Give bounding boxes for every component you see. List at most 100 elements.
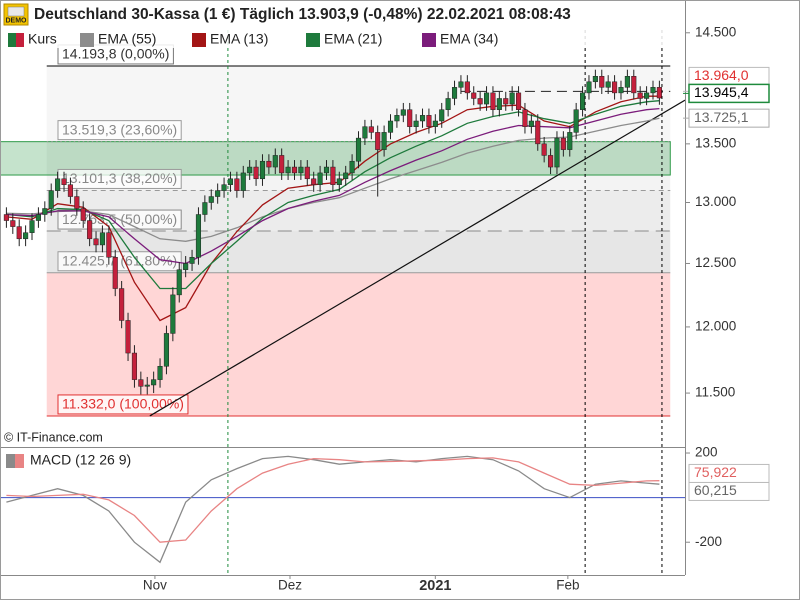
macd-line	[6, 455, 660, 564]
candle-body	[323, 166, 330, 174]
candle-body	[131, 352, 137, 380]
candle-body	[362, 126, 368, 139]
fib-label: 11.332,0 (100,00%)	[62, 396, 184, 412]
candle-body	[394, 115, 400, 122]
legend-icon	[80, 33, 94, 47]
fib-label: 13.101,3 (38,20%)	[62, 170, 177, 186]
candle-body	[215, 190, 221, 197]
legend-label: EMA (34)	[440, 31, 498, 47]
candle-body	[80, 208, 86, 221]
chart-title: Deutschland 30-Kassa (1 €) Täglich 13.90…	[34, 6, 571, 23]
candle-body	[221, 184, 227, 191]
candle-body	[163, 333, 169, 367]
candle-body	[99, 232, 105, 246]
candle-body	[311, 178, 317, 185]
y-tick-label: 13.500	[695, 135, 736, 150]
candle-body	[67, 184, 73, 197]
candle-body	[599, 76, 605, 88]
candle-body	[279, 155, 285, 174]
candle-body	[554, 137, 560, 168]
candle-body	[266, 160, 272, 168]
candle-body	[259, 160, 266, 180]
candle-body	[48, 190, 54, 209]
fib-label-box	[57, 251, 182, 272]
candle-body	[42, 208, 48, 215]
legend-icon	[8, 33, 16, 47]
candle-body	[580, 92, 586, 110]
candle-body	[439, 109, 445, 122]
legend-icon	[422, 33, 436, 47]
legend-icon	[192, 33, 206, 47]
value-label: 75,922	[694, 464, 737, 480]
header-background	[0, 0, 685, 30]
candle-body	[29, 220, 35, 233]
legend-icon	[16, 33, 24, 47]
legend-icon	[15, 454, 24, 468]
candle-body	[183, 263, 189, 270]
candle-body	[87, 220, 93, 240]
candle-body	[106, 232, 112, 258]
fib-label-box	[57, 120, 182, 141]
candle-body	[548, 155, 554, 168]
candle-body	[189, 257, 195, 264]
y-tick-label: 12.500	[695, 255, 736, 270]
candle-body	[631, 76, 637, 94]
candle-body	[400, 109, 406, 116]
legend-label: EMA (13)	[210, 31, 268, 47]
candle-body	[483, 92, 490, 105]
candle-body	[272, 155, 278, 168]
candle-body	[144, 384, 150, 387]
candle-body	[61, 178, 67, 185]
legend-icon	[6, 454, 15, 468]
candle-body	[355, 137, 362, 162]
candle-body	[637, 92, 643, 99]
y-tick-label: 11.500	[695, 385, 735, 400]
x-tick-label: Feb	[556, 578, 579, 593]
candle-body	[349, 160, 355, 174]
candle-body	[407, 109, 413, 127]
candle-body	[176, 269, 182, 296]
price-label: 13.964,0	[694, 67, 749, 83]
legend-icon	[306, 33, 320, 47]
value-label: 60,215	[694, 482, 737, 498]
candle-body	[458, 81, 464, 88]
candle-body	[471, 92, 477, 99]
demo-badge-icon	[7, 6, 25, 17]
legend-label: EMA (55)	[98, 31, 156, 47]
fib-band	[46, 272, 671, 416]
candle-body	[151, 379, 157, 386]
candle-body	[477, 98, 483, 105]
candle-body	[202, 202, 208, 215]
candle-body	[535, 120, 541, 145]
candle-body	[112, 257, 118, 289]
candle-body	[304, 166, 310, 180]
legend-background	[0, 30, 685, 48]
candle-body	[650, 87, 656, 94]
candle-body	[573, 109, 579, 133]
candle-body	[336, 178, 342, 185]
source: © IT-Finance.com	[4, 430, 103, 444]
candle-body	[624, 76, 630, 88]
candle-body	[227, 178, 234, 185]
candle-body	[426, 115, 432, 127]
y-tick-label: -200	[695, 534, 722, 549]
axes: 14.500 13.500 13.000 12.500 12.000 11.500 13.9…	[0, 0, 770, 594]
candle-body	[368, 126, 374, 133]
candle-body	[285, 166, 291, 174]
candle-body	[3, 214, 9, 221]
price-label: 13.725,1	[694, 109, 749, 125]
candle-body	[419, 115, 426, 122]
candle-body	[375, 132, 381, 150]
candle-body	[298, 166, 304, 174]
x-tick-label: Dez	[278, 578, 302, 593]
overlay: DEMO Deutschland 30-Kassa (1 €) Täglich …	[0, 0, 685, 468]
candle-body	[618, 87, 624, 94]
candle-body	[16, 226, 22, 240]
candle-body	[119, 288, 125, 321]
candle-body	[656, 87, 662, 99]
price-label-box	[688, 83, 770, 104]
ema-line	[6, 117, 660, 242]
candle-body	[23, 232, 29, 240]
candle-body	[612, 81, 618, 94]
